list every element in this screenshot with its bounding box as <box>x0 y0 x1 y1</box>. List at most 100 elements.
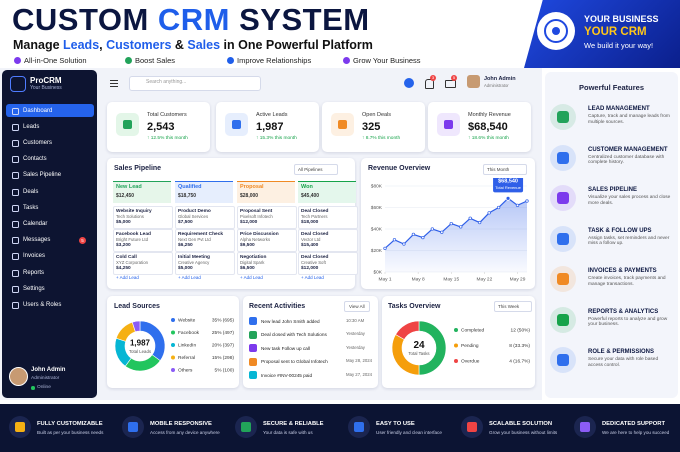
deal-amount: $6,500 <box>240 266 255 271</box>
deal-card[interactable] <box>298 252 358 275</box>
activity-icon <box>249 357 257 366</box>
menu-item[interactable] <box>6 217 94 230</box>
legend-value: 25% (497) <box>212 330 235 336</box>
subtitle: Manage Leads, Customers & Sales in One P… <box>13 38 373 52</box>
deal-card[interactable] <box>113 252 173 275</box>
add-lead[interactable]: + Add Lead <box>178 275 201 280</box>
menu-label: Tasks <box>23 204 39 211</box>
deal-title: Price Discussion <box>240 231 279 237</box>
deal-card[interactable] <box>175 252 235 275</box>
menu-item[interactable] <box>6 104 94 117</box>
deal-card[interactable] <box>237 206 297 229</box>
menu-label: Leads <box>23 123 40 130</box>
deal-card[interactable] <box>298 229 358 252</box>
stat-icon-glyph <box>338 120 347 129</box>
x-tick-label: May 8 <box>412 276 425 282</box>
menu-item[interactable] <box>6 282 94 295</box>
data-point <box>496 205 501 210</box>
feature-glyph <box>557 192 569 204</box>
bell-icon[interactable] <box>425 79 434 89</box>
activity-text: Invoice #INV-00245 paid <box>261 372 313 378</box>
menu-item[interactable] <box>6 185 94 198</box>
data-point <box>487 211 491 215</box>
activity-text: New lead John Smith added <box>261 318 320 324</box>
dropdown[interactable] <box>494 301 532 312</box>
menu-item[interactable] <box>6 266 94 279</box>
add-lead[interactable]: + Add Lead <box>116 275 139 280</box>
add-lead[interactable]: + Add Lead <box>301 275 324 280</box>
target-icon <box>537 12 575 50</box>
data-point <box>421 235 425 240</box>
logo <box>10 76 26 92</box>
menu-item[interactable] <box>6 120 94 133</box>
legend-dot <box>171 318 175 322</box>
menu-toggle-bar <box>110 83 118 85</box>
legend-dot <box>454 359 458 363</box>
deal-amount: $12,000 <box>301 266 319 271</box>
legend-dot <box>171 343 175 347</box>
data-point <box>392 238 397 242</box>
dropdown[interactable] <box>483 164 527 175</box>
feature-desc: Capture, track and manage leads from mul… <box>588 114 670 125</box>
column-total: $18,750 <box>178 193 197 199</box>
legend-label: Completed <box>461 327 485 333</box>
menu-icon <box>12 253 19 261</box>
add-lead[interactable]: + Add Lead <box>240 275 263 280</box>
column-name: Won <box>301 184 313 190</box>
search-placeholder: Search anything... <box>146 79 187 85</box>
menu-label: Customers <box>23 139 53 146</box>
legend-value: 5% (100) <box>215 367 235 373</box>
deal-company: Global Services <box>178 213 209 219</box>
deal-company: Pixelsoft Infotech <box>240 213 273 219</box>
deal-card[interactable] <box>113 229 173 252</box>
deal-card[interactable] <box>175 206 235 229</box>
deal-title: Website Inquiry <box>116 208 152 214</box>
data-point <box>440 230 444 234</box>
footer-desc: Built as per your business needs <box>37 430 104 435</box>
deal-company: Digital Spark <box>240 259 265 265</box>
menu-icon <box>12 269 19 277</box>
status-dot <box>31 386 35 390</box>
avatar <box>9 367 28 386</box>
column-total: $28,000 <box>240 193 259 199</box>
deal-company: Tech Solutions <box>116 213 144 219</box>
deal-card[interactable] <box>175 229 235 252</box>
dropdown-label: This Week <box>498 303 520 309</box>
dropdown-label: All Pipelines <box>298 166 323 172</box>
deal-card[interactable] <box>237 229 297 252</box>
stat-icon-glyph <box>123 120 132 129</box>
legend-label: Others <box>178 367 193 373</box>
menu-item[interactable] <box>6 201 94 214</box>
menu-icon <box>12 172 19 180</box>
deal-title: Negotiation <box>240 254 267 260</box>
dropdown[interactable] <box>294 164 338 175</box>
footer-title: MOBILE RESPONSIVE <box>150 421 212 427</box>
deal-card[interactable] <box>237 252 297 275</box>
footer-title: DEDICATED SUPPORT <box>602 421 666 427</box>
mail-icon[interactable] <box>445 80 456 88</box>
footer-desc: Grow your business without limits <box>489 430 558 435</box>
search-box[interactable] <box>129 76 261 91</box>
add-button[interactable] <box>404 78 414 88</box>
activity-time: May 27, 2024 <box>346 371 373 377</box>
badge-line: YOUR CRM <box>584 26 647 38</box>
data-point <box>468 216 472 220</box>
tag: Boost Sales <box>135 56 176 65</box>
deal-title: Proposal Sent <box>240 208 273 214</box>
legend-value: 8 (33.3%) <box>509 343 530 349</box>
deal-amount: $5,000 <box>116 220 131 225</box>
deal-card[interactable] <box>113 206 173 229</box>
x-tick-label: May 1 <box>378 276 391 282</box>
feature-desc: Assign tasks, set reminders and never mi… <box>588 235 670 247</box>
badge-line: We build it your way! <box>584 41 654 50</box>
feature-glyph <box>557 354 569 366</box>
stat-value: 2,543 <box>147 121 175 133</box>
menu-item[interactable] <box>6 153 94 166</box>
menu-label: Messages <box>23 237 51 244</box>
deal-card[interactable] <box>298 206 358 229</box>
menu-item[interactable] <box>6 250 94 263</box>
tooltip-value: $68,540 <box>498 178 518 184</box>
feature-desc: Secure your data with role based access … <box>588 357 659 368</box>
view-all-button[interactable] <box>344 301 370 312</box>
legend-value: 15% (298) <box>212 355 235 361</box>
